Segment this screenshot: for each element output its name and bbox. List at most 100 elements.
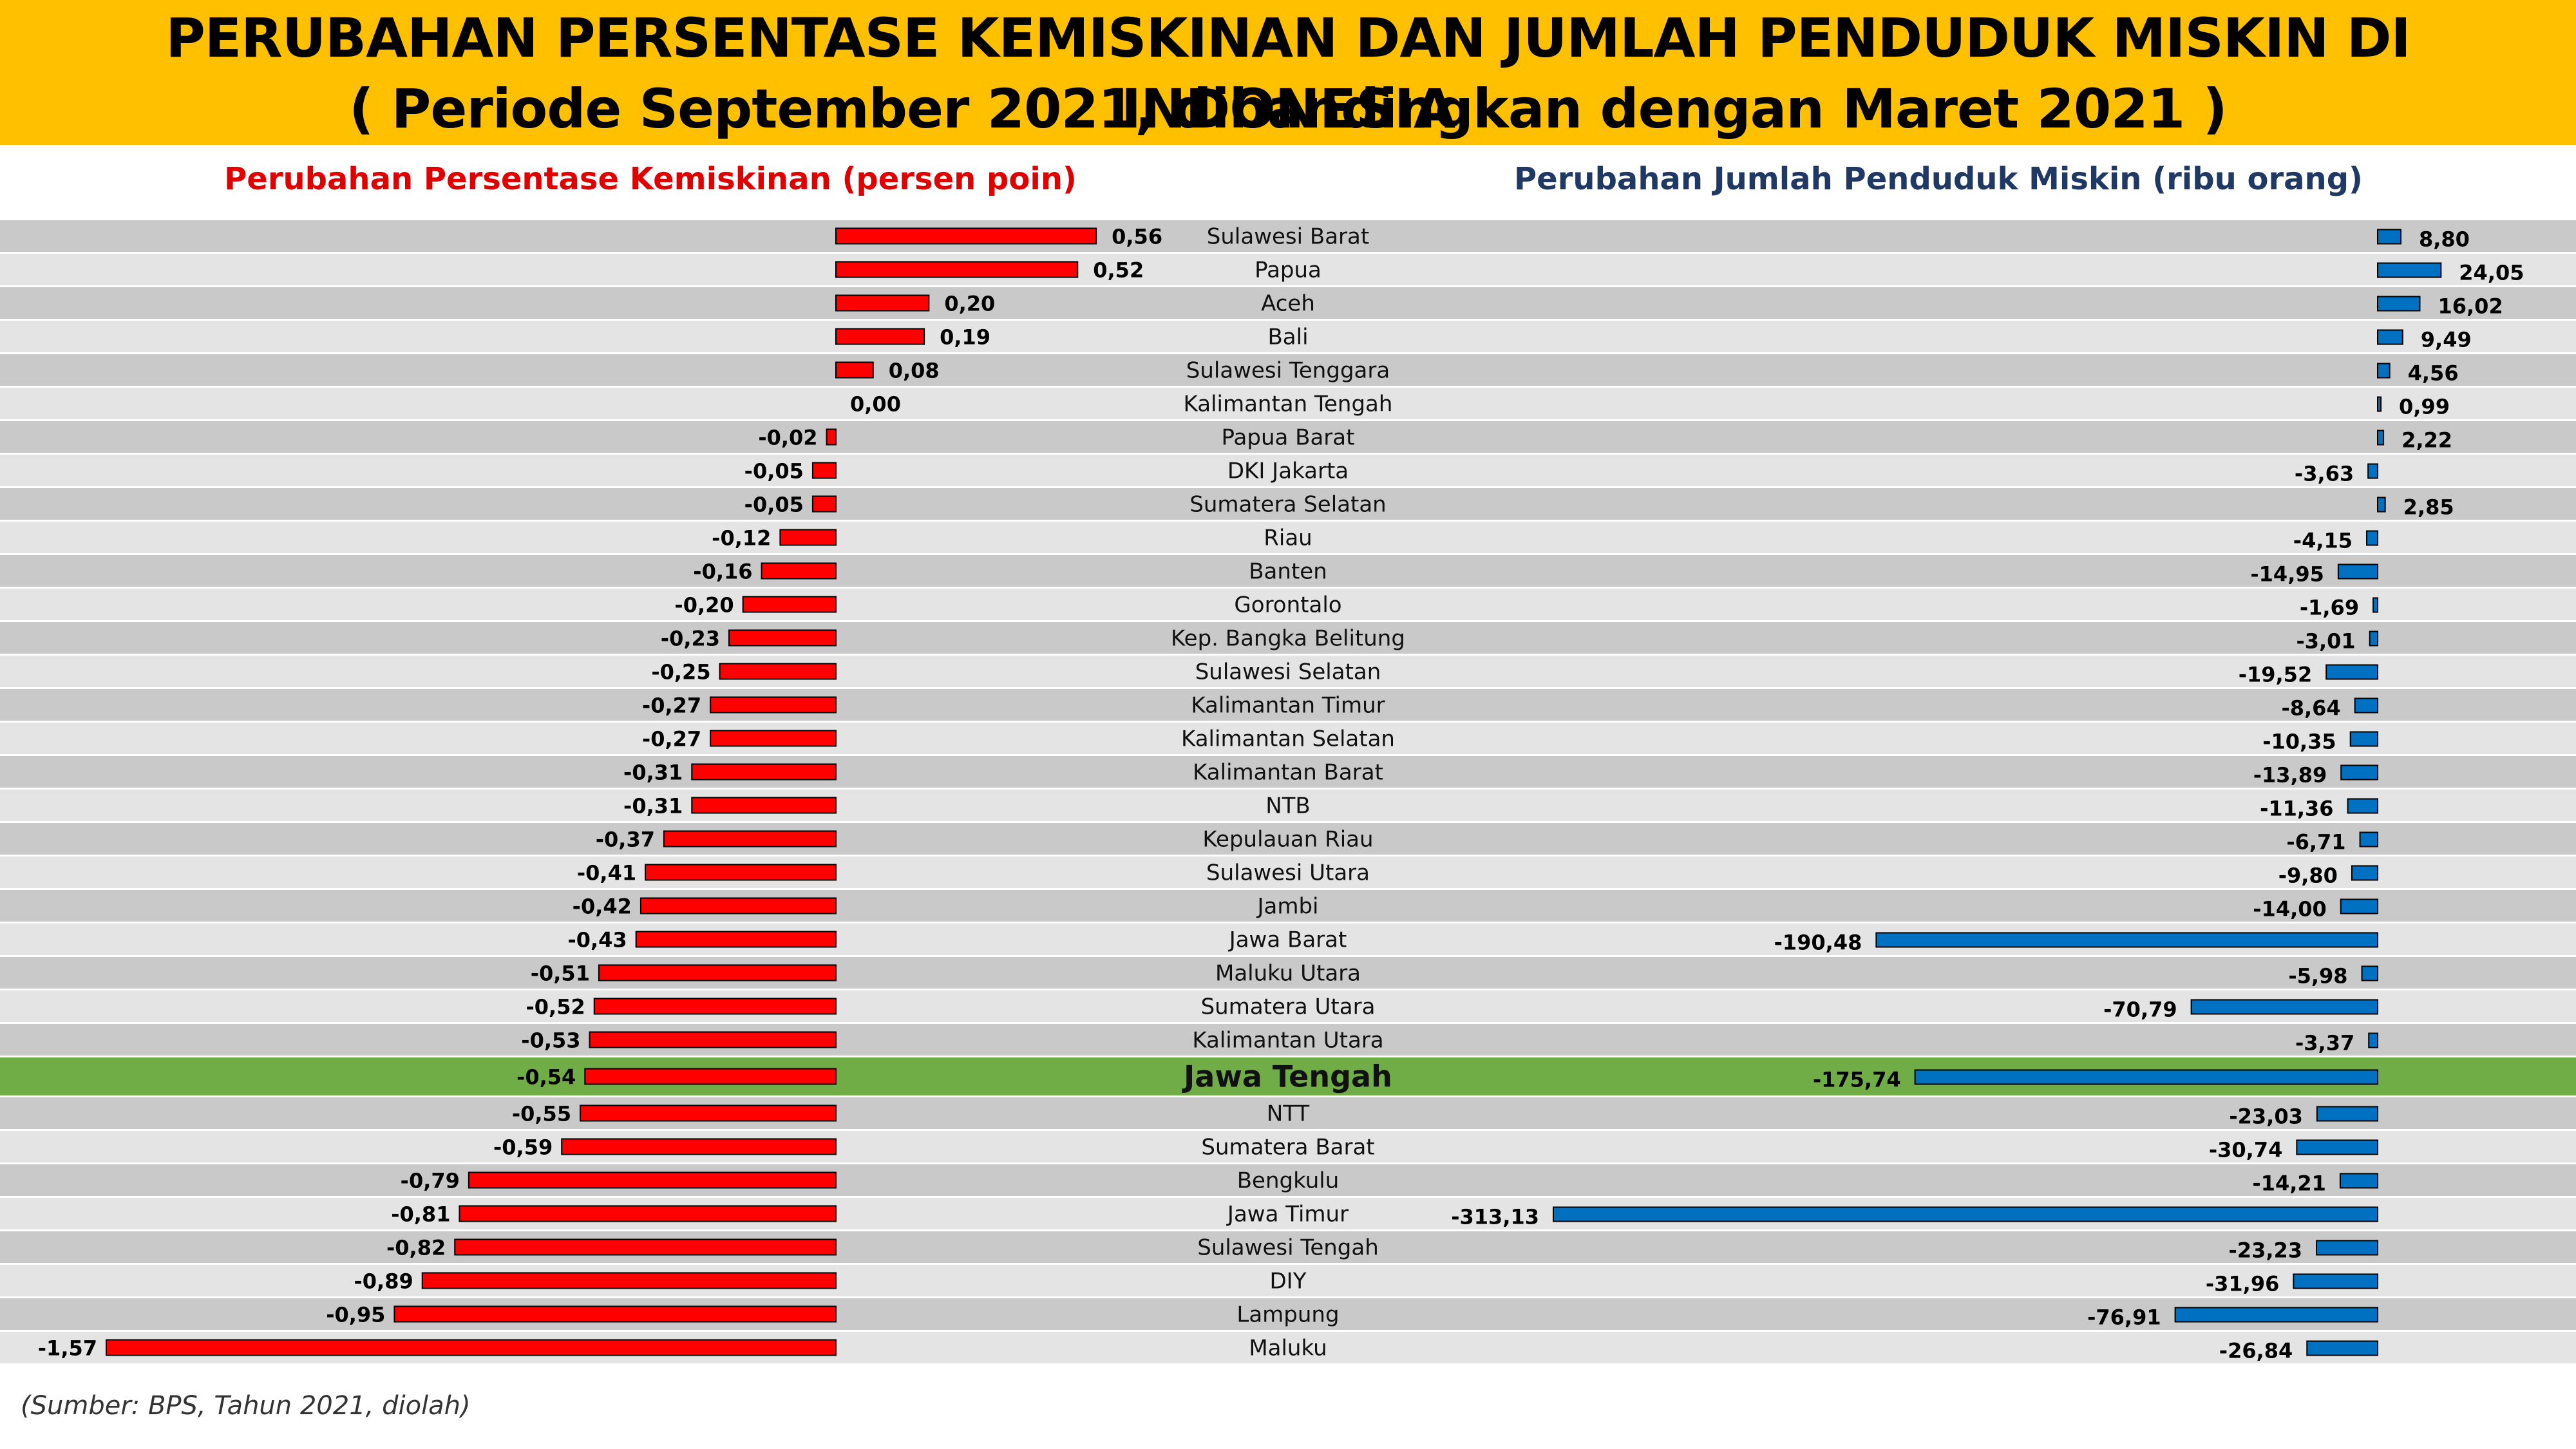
left-data-label: -0,20 xyxy=(674,593,734,618)
right-data-label: -3,01 xyxy=(2296,629,2355,654)
right-bar xyxy=(2325,664,2379,680)
right-bar xyxy=(2359,831,2378,848)
left-data-label: -0,37 xyxy=(596,828,655,852)
left-data-label: 0,08 xyxy=(889,359,940,383)
source-note: (Sumber: BPS, Tahun 2021, diolah) xyxy=(21,1391,471,1421)
table-row xyxy=(0,421,2576,453)
right-bar xyxy=(2351,865,2378,881)
left-bar xyxy=(811,462,837,479)
right-bar xyxy=(2306,1340,2379,1356)
right-data-label: -76,91 xyxy=(2087,1305,2161,1330)
left-data-label: -0,42 xyxy=(573,895,632,919)
category-label: Maluku Utara xyxy=(1215,961,1361,987)
left-data-label: -0,81 xyxy=(391,1202,450,1227)
right-data-label: 2,85 xyxy=(2403,495,2454,520)
category-label: Lampung xyxy=(1236,1302,1339,1328)
table-row xyxy=(0,723,2576,754)
right-bar xyxy=(2354,697,2378,714)
left-data-label: 0,00 xyxy=(850,392,901,417)
left-bar xyxy=(835,361,874,379)
right-bar xyxy=(2347,798,2378,814)
left-data-label: -0,95 xyxy=(326,1303,385,1327)
left-data-label: -0,27 xyxy=(642,727,701,752)
left-bar xyxy=(779,529,837,546)
category-label: Kalimantan Barat xyxy=(1193,760,1383,786)
left-data-label: -0,05 xyxy=(744,493,804,517)
right-data-label: 2,22 xyxy=(2401,428,2452,453)
table-row xyxy=(0,555,2576,587)
right-data-label: -30,74 xyxy=(2209,1138,2283,1162)
left-data-label: -0,55 xyxy=(512,1102,571,1126)
category-label: Sumatera Utara xyxy=(1201,994,1376,1020)
chart-title: PERUBAHAN PERSENTASE KEMISKINAN DAN JUML… xyxy=(166,6,2411,140)
table-row xyxy=(0,220,2576,252)
table-row xyxy=(0,589,2576,620)
category-label: Kalimantan Timur xyxy=(1191,693,1385,719)
table-row xyxy=(0,656,2576,687)
table-row xyxy=(0,890,2576,922)
right-bar xyxy=(2337,564,2378,580)
category-label: Jawa Tengah xyxy=(1182,1059,1392,1094)
right-bar xyxy=(2369,630,2378,647)
category-label: Jawa Barat xyxy=(1228,927,1347,953)
left-data-label: 0,56 xyxy=(1112,225,1162,249)
right-data-label: -14,00 xyxy=(2253,897,2327,922)
right-data-label: -4,15 xyxy=(2293,529,2353,553)
left-bar xyxy=(454,1238,837,1256)
category-label: Bali xyxy=(1267,325,1308,350)
left-bar xyxy=(468,1171,837,1189)
category-label: Gorontalo xyxy=(1234,592,1341,618)
left-bar xyxy=(635,931,837,948)
table-row xyxy=(0,990,2576,1022)
right-data-label: -10,35 xyxy=(2262,730,2336,754)
table-row xyxy=(0,823,2576,855)
table-row xyxy=(0,455,2576,486)
right-bar xyxy=(2339,1173,2378,1189)
table-row xyxy=(0,1131,2576,1162)
right-data-label: -23,03 xyxy=(2229,1104,2303,1129)
category-label: Jambi xyxy=(1256,894,1318,920)
right-data-label: 0,99 xyxy=(2399,395,2450,419)
table-row xyxy=(0,388,2576,419)
category-label: Papua xyxy=(1255,258,1321,283)
right-bar xyxy=(2296,1139,2378,1155)
right-data-label: -175,74 xyxy=(1813,1068,1901,1092)
chart-subtitle: ( Periode September 2021, dibandingkan d… xyxy=(349,77,2228,140)
right-bar xyxy=(2349,731,2378,747)
left-bar xyxy=(421,1272,837,1289)
right-data-label: -9,80 xyxy=(2278,864,2338,888)
left-data-label: -0,31 xyxy=(623,794,683,819)
left-bar xyxy=(835,328,925,345)
right-data-label: -13,89 xyxy=(2253,763,2327,788)
left-data-label: -0,16 xyxy=(693,560,752,584)
right-data-label: -313,13 xyxy=(1451,1205,1539,1229)
right-bar xyxy=(2377,296,2421,312)
category-label: Kepulauan Riau xyxy=(1202,827,1373,853)
left-bar xyxy=(598,964,837,981)
right-bar xyxy=(2340,898,2379,914)
right-bar xyxy=(1914,1069,2378,1085)
left-panel-title: Perubahan Persentase Kemiskinan (persen … xyxy=(224,161,1077,197)
right-bar xyxy=(2366,530,2379,546)
left-bar xyxy=(584,1068,837,1085)
right-data-label: 16,02 xyxy=(2438,294,2503,319)
left-data-label: -0,54 xyxy=(516,1065,576,1090)
left-bar xyxy=(761,562,837,580)
right-bar xyxy=(2368,1032,2379,1048)
category-label: Kalimantan Utara xyxy=(1192,1028,1383,1054)
left-bar xyxy=(691,797,837,814)
right-data-label: -1,69 xyxy=(2300,596,2359,620)
table-row xyxy=(0,321,2576,352)
right-data-label: 4,56 xyxy=(2408,361,2459,386)
right-bar xyxy=(2293,1273,2378,1289)
left-data-label: -0,05 xyxy=(744,459,804,484)
left-data-label: -0,79 xyxy=(401,1169,460,1193)
table-row xyxy=(0,254,2576,285)
left-data-label: -0,41 xyxy=(577,861,636,886)
left-bar xyxy=(580,1104,837,1122)
left-data-label: -0,53 xyxy=(521,1028,580,1053)
right-data-label: -8,64 xyxy=(2281,696,2340,721)
left-bar xyxy=(835,294,930,312)
right-bar xyxy=(2377,229,2401,245)
category-label: Sumatera Barat xyxy=(1201,1135,1374,1160)
